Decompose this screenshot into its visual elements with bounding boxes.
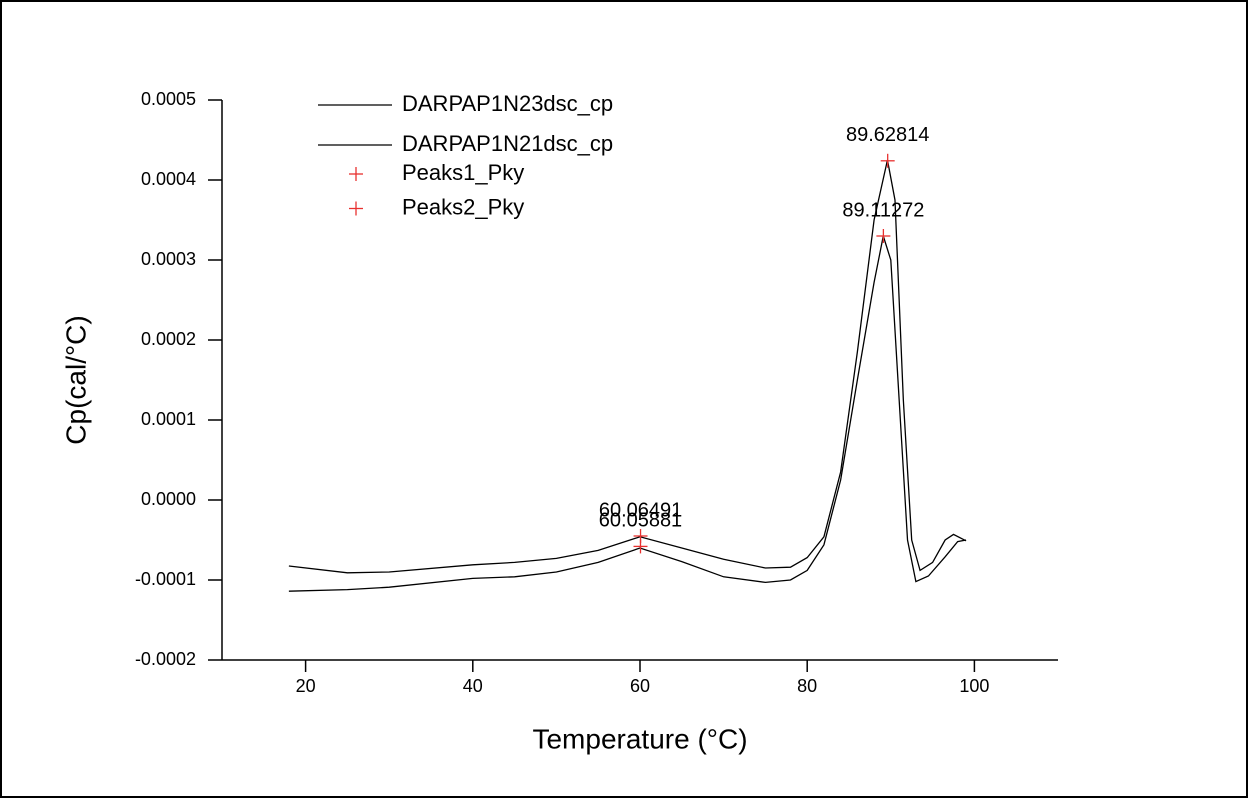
y-tick-label: 0.0000 [141,489,196,509]
peak-marker [880,153,895,168]
legend-label: DARPAP1N21dsc_cp [402,131,613,156]
legend-swatch [349,201,363,216]
peak-label: 89.62814 [846,124,929,146]
data-line [288,159,967,574]
peak-marker [876,229,891,243]
y-tick-label: 0.0001 [141,409,196,429]
x-axis-title: Temperature (°C) [532,723,747,754]
y-tick-label: 0.0003 [141,249,196,269]
x-tick-label: 100 [959,676,989,696]
data-line [288,235,967,592]
legend-label: DARPAP1N23dsc_cp [402,91,613,116]
x-tick-label: 40 [463,676,483,696]
y-tick-label: -0.0001 [135,569,196,589]
y-tick-label: 0.0002 [141,329,196,349]
y-tick-label: 0.0004 [141,169,196,189]
y-tick-label: 0.0005 [141,89,196,109]
legend-swatch [349,167,363,181]
y-tick-label: -0.0002 [135,649,196,669]
peak-label: 60.06491 [599,499,682,521]
peak-label: 60.05881 [599,510,682,532]
peak-marker [633,539,648,554]
x-tick-label: 20 [296,676,316,696]
legend-label: Peaks1_Pky [402,160,524,185]
peak-label: 89.11272 [842,199,924,221]
legend-label: Peaks2_Pky [402,194,524,219]
x-tick-label: 80 [797,676,817,696]
x-tick-label: 60 [630,676,650,696]
y-axis-title: Cp(cal/°C) [60,315,91,444]
